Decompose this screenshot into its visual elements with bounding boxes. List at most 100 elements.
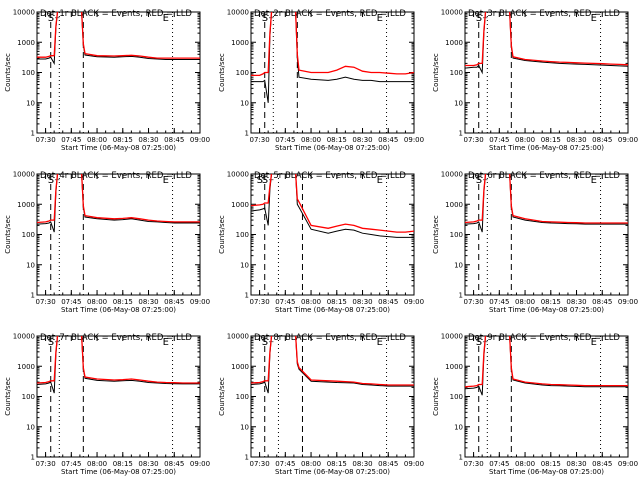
x-axis-label: Start Time (06-May-08 07:25:00) <box>489 306 604 314</box>
marker-s: S <box>48 13 54 24</box>
x-tick-label: 07:45 <box>61 136 81 144</box>
marker-s: S <box>48 175 54 186</box>
series-line-lld <box>465 12 628 67</box>
x-tick-label: 09:00 <box>190 298 210 306</box>
plot-frame <box>36 173 201 296</box>
x-tick-label: 08:45 <box>164 460 184 468</box>
x-axis-label: Start Time (06-May-08 07:25:00) <box>61 144 176 152</box>
series-line-events <box>465 336 628 396</box>
x-tick-label: 08:15 <box>327 136 347 144</box>
x-tick-label: 07:30 <box>35 136 55 144</box>
x-tick-label: 08:45 <box>592 298 612 306</box>
marker-e: E <box>377 175 383 186</box>
plot-frame <box>464 173 629 296</box>
marker-e: E <box>591 13 597 24</box>
series-line-lld <box>37 174 200 224</box>
series-line-lld <box>465 336 628 388</box>
x-tick-label: 08:15 <box>327 460 347 468</box>
y-axis-label: Counts/sec <box>218 53 226 92</box>
y-tick-label: 1000 <box>17 363 35 371</box>
marker-s: S <box>262 175 268 186</box>
y-axis-label: Counts/sec <box>432 53 440 92</box>
x-tick-label: 09:00 <box>404 298 424 306</box>
x-axis-label: Start Time (06-May-08 07:25:00) <box>61 306 176 314</box>
x-tick-label: 08:30 <box>138 460 158 468</box>
y-tick-label: 10 <box>26 99 35 107</box>
y-tick-label: 1 <box>245 292 249 300</box>
x-tick-label: 07:30 <box>463 136 483 144</box>
y-axis-label: Counts/sec <box>432 377 440 416</box>
y-tick-label: 100 <box>22 393 35 401</box>
series-line-lld <box>251 174 414 233</box>
y-tick-label: 100 <box>450 393 463 401</box>
marker-s: S <box>476 13 482 24</box>
chart-title: Det_5r BLACK = Events, RED = LLD <box>254 171 406 181</box>
y-tick-label: 10000 <box>13 333 35 341</box>
x-tick-label: 09:00 <box>618 298 638 306</box>
series-line-events <box>251 12 414 103</box>
x-tick-label: 08:30 <box>566 298 586 306</box>
series-line-events <box>465 12 628 75</box>
y-axis-label: Counts/sec <box>218 215 226 254</box>
y-tick-label: 10 <box>454 261 463 269</box>
y-tick-label: 10000 <box>441 333 463 341</box>
x-tick-label: 07:30 <box>249 136 269 144</box>
x-tick-label: 08:15 <box>541 136 561 144</box>
x-tick-label: 08:30 <box>352 136 372 144</box>
y-tick-label: 1000 <box>445 201 463 209</box>
x-tick-label: 08:30 <box>138 298 158 306</box>
x-tick-label: 07:45 <box>489 298 509 306</box>
y-tick-label: 1 <box>459 454 463 462</box>
chart-title: Det_9r BLACK = Events, RED = LLD <box>468 333 620 343</box>
series-line-events <box>251 174 414 238</box>
x-tick-label: 08:30 <box>566 460 586 468</box>
y-tick-label: 10000 <box>227 333 249 341</box>
x-tick-label: 08:00 <box>301 136 321 144</box>
x-tick-label: 07:45 <box>275 136 295 144</box>
x-axis-label: Start Time (06-May-08 07:25:00) <box>275 468 390 476</box>
x-tick-label: 08:00 <box>87 298 107 306</box>
marker-e: E <box>163 337 169 348</box>
x-tick-label: 08:00 <box>301 460 321 468</box>
series-line-lld <box>465 174 628 224</box>
x-tick-label: 08:30 <box>138 136 158 144</box>
plot-frame <box>464 335 629 458</box>
chart-title: Det_3r BLACK = Events, RED = LLD <box>468 9 620 19</box>
y-tick-label: 10000 <box>13 9 35 17</box>
chart-title: Det_2r BLACK = Events, RED = LLD <box>254 9 406 19</box>
y-tick-label: 1 <box>459 292 463 300</box>
x-tick-label: 08:15 <box>113 298 133 306</box>
x-tick-label: 08:45 <box>164 298 184 306</box>
x-axis-label: Start Time (06-May-08 07:25:00) <box>489 144 604 152</box>
series-line-lld <box>37 12 200 59</box>
y-tick-label: 1000 <box>445 39 463 47</box>
x-tick-label: 08:45 <box>378 298 398 306</box>
marker-e: E <box>377 337 383 348</box>
marker-s: S <box>476 337 482 348</box>
y-tick-label: 1000 <box>231 363 249 371</box>
x-tick-label: 08:00 <box>301 298 321 306</box>
y-axis-label: Counts/sec <box>432 215 440 254</box>
x-tick-label: 08:15 <box>541 298 561 306</box>
y-axis-label: Counts/sec <box>4 377 12 416</box>
x-tick-label: 07:45 <box>275 460 295 468</box>
y-tick-label: 1000 <box>231 201 249 209</box>
x-tick-label: 07:45 <box>275 298 295 306</box>
x-tick-label: 08:45 <box>592 136 612 144</box>
x-tick-label: 07:30 <box>249 298 269 306</box>
y-tick-label: 10 <box>240 99 249 107</box>
x-tick-label: 08:30 <box>352 298 372 306</box>
marker-e: E <box>163 175 169 186</box>
y-tick-label: 10 <box>26 423 35 431</box>
x-tick-label: 08:00 <box>515 136 535 144</box>
plot-frame <box>36 335 201 458</box>
chart-title: Det_7r BLACK = Events, RED = LLD <box>40 333 192 343</box>
y-axis-label: Counts/sec <box>4 53 12 92</box>
y-tick-label: 1 <box>245 454 249 462</box>
x-tick-label: 08:00 <box>515 298 535 306</box>
x-tick-label: 09:00 <box>618 136 638 144</box>
marker-s: S <box>48 337 54 348</box>
marker-e: E <box>377 13 383 24</box>
